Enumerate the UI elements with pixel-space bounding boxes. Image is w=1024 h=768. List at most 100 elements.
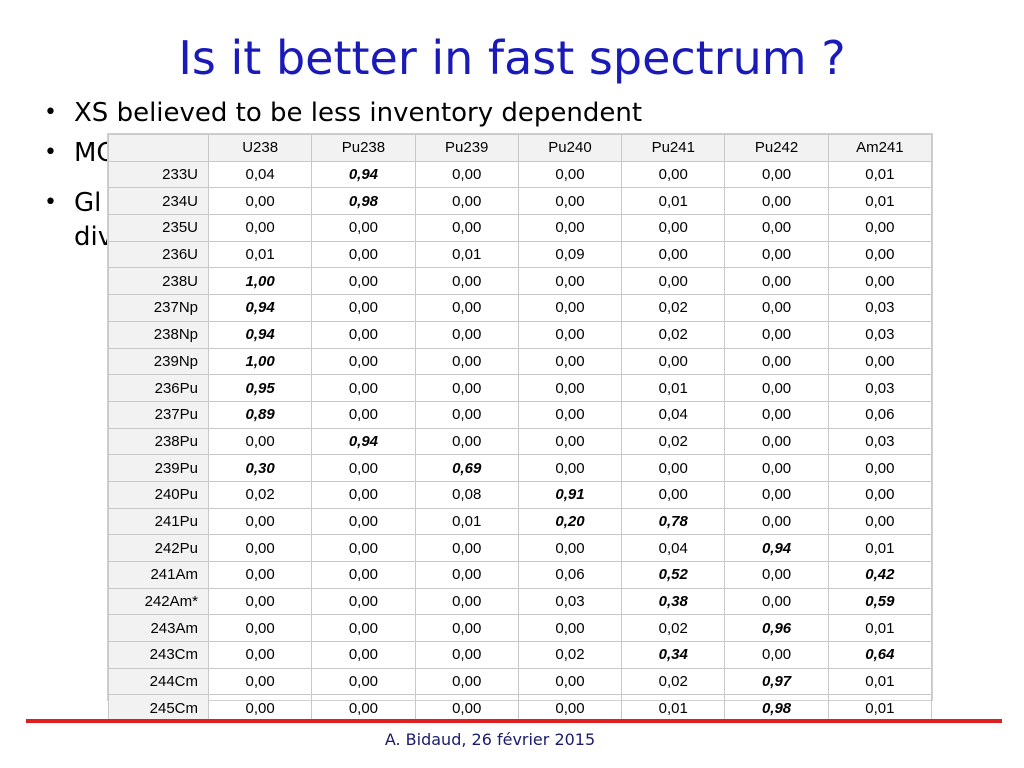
table-cell: 0,00 [724,454,829,482]
table-row: 244Cm 0,00 0,00 0,00 0,00 0,02 0,97 0,01 [108,667,933,696]
table-cell: 0,94 [207,294,313,322]
table-cell: 0,00 [517,294,623,322]
table-cell: 0,04 [621,400,726,429]
table-cell: 0,00 [517,267,623,296]
table-row: 237Pu 0,89 0,00 0,00 0,00 0,04 0,00 0,06 [108,400,933,429]
slide-title: Is it better in fast spectrum ? [178,31,846,85]
table-cell: 0,94 [207,320,313,349]
table-row: 241Am 0,00 0,00 0,00 0,06 0,52 0,00 0,42 [108,561,933,589]
table-cell: 0,06 [517,561,623,589]
table-cell: 0,08 [414,480,519,509]
row-header: 241Am [108,561,209,589]
table-cell: 0,00 [207,427,313,456]
table-cell: 0,00 [311,614,416,643]
table-cell: 0,01 [621,374,726,402]
table-cell: 0,00 [517,694,623,723]
table-cell: 0,00 [517,427,623,456]
row-header: 236U [108,240,209,269]
table-cell: 0,00 [724,400,829,429]
table-cell: 0,00 [311,454,416,482]
row-header: 243Am [108,614,209,643]
table-body: 233U 0,04 0,94 0,00 0,00 0,00 0,00 0,01 234U 0,00… [108,160,933,723]
table-cell: 0,00 [517,400,623,429]
table-cell: 0,00 [517,160,623,189]
table-row: 245Cm 0,00 0,00 0,00 0,00 0,01 0,98 0,01 [108,694,933,723]
table-cell: 0,00 [207,507,313,536]
table-row: 241Pu 0,00 0,00 0,01 0,20 0,78 0,00 0,00 [108,507,933,536]
table-cell: 0,00 [414,667,519,696]
table-cell: 0,89 [207,400,313,429]
table-cell: 0,91 [517,480,623,509]
table-cell: 0,00 [311,507,416,536]
table-cell: 1,00 [207,267,313,296]
table-cell: 0,02 [621,614,726,643]
table-cell: 0,00 [724,347,829,376]
table-cell: 0,00 [621,160,726,189]
table-cell: 0,00 [207,614,313,643]
table-cell: 0,00 [724,507,829,536]
data-table-panel: U238 Pu238 Pu239 Pu240 Pu241 Pu242 Am241 233U 0… [108,134,933,723]
row-header: 235U [108,214,209,242]
bullet-dot-icon: • [44,190,57,215]
bullet-text: XS believed to be less inventory depende… [74,98,643,128]
table-cell: 0,00 [724,587,829,616]
table-cell: 0,00 [724,214,829,242]
column-header: Am241 [827,134,933,162]
table-cell: 0,00 [207,587,313,616]
table-row: 238U 1,00 0,00 0,00 0,00 0,00 0,00 0,00 [108,267,933,296]
row-header: 238Pu [108,427,209,456]
table-row: 239Pu 0,30 0,00 0,69 0,00 0,00 0,00 0,00 [108,454,933,482]
table-cell: 0,00 [724,561,829,589]
table-cell: 0,00 [414,694,519,723]
table-cell: 1,00 [207,347,313,376]
table-cell: 0,00 [621,214,726,242]
table-cell: 0,00 [207,694,313,723]
table-cell: 0,00 [517,347,623,376]
column-header: Pu240 [517,134,623,162]
row-header: 238U [108,267,209,296]
bullet-text: Gl [74,188,102,218]
table-cell: 0,00 [517,214,623,242]
table-row: 234U 0,00 0,98 0,00 0,00 0,01 0,00 0,01 [108,187,933,216]
table-cell: 0,96 [724,614,829,643]
table-cell: 0,00 [827,507,933,536]
table-cell: 0,00 [724,641,829,669]
table-cell: 0,38 [621,587,726,616]
row-header: 236Pu [108,374,209,402]
bullet-item: • XS believed to be less inventory depen… [44,96,1004,136]
table-cell: 0,01 [621,694,726,723]
table-cell: 0,00 [827,214,933,242]
table-cell: 0,01 [827,667,933,696]
column-header: U238 [207,134,313,162]
table-cell: 0,00 [311,214,416,242]
table-cell: 0,00 [311,587,416,616]
table-cell: 0,00 [414,374,519,402]
table-cell: 0,00 [311,267,416,296]
table-cell: 0,30 [207,454,313,482]
table-cell: 0,00 [517,320,623,349]
table-cell: 0,20 [517,507,623,536]
table-cell: 0,00 [827,454,933,482]
column-header: Pu239 [414,134,519,162]
table-row: 236U 0,01 0,00 0,01 0,09 0,00 0,00 0,00 [108,240,933,269]
row-header: 238Np [108,320,209,349]
table-row: 235U 0,00 0,00 0,00 0,00 0,00 0,00 0,00 [108,214,933,242]
table-cell: 0,00 [207,667,313,696]
table-cell: 0,00 [414,187,519,216]
table-cell: 0,00 [414,614,519,643]
table-cell: 0,00 [414,641,519,669]
table-cell: 0,04 [207,160,313,189]
table-cell: 0,09 [517,240,623,269]
table-cell: 0,01 [827,694,933,723]
table-cell: 0,00 [414,427,519,456]
table-cell: 0,00 [207,214,313,242]
table-cell: 0,00 [621,240,726,269]
table-row: 243Am 0,00 0,00 0,00 0,00 0,02 0,96 0,01 [108,614,933,643]
footer-credit: A. Bidaud, 26 février 2015 [384,730,596,749]
table-cell: 0,03 [827,427,933,456]
table-cell: 0,00 [311,667,416,696]
table-cell: 0,01 [414,507,519,536]
table-row: 237Np 0,94 0,00 0,00 0,00 0,02 0,00 0,03 [108,294,933,322]
table-cell: 0,01 [207,240,313,269]
table-cell: 0,00 [311,294,416,322]
